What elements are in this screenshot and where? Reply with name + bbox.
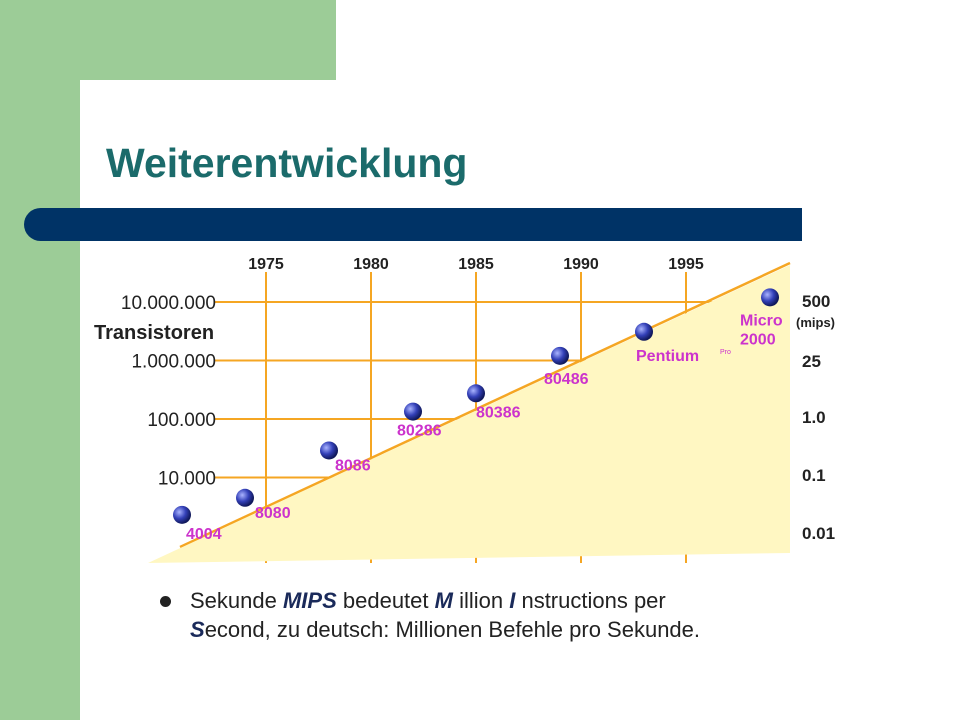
right-tick-label: 500 — [802, 292, 830, 311]
data-point — [467, 384, 485, 403]
y-tick-label: 100.000 — [147, 410, 216, 431]
right-tick-label: 0.1 — [802, 466, 826, 485]
point-label: 2000 — [740, 331, 776, 348]
point-label: 80486 — [544, 371, 589, 388]
rounded-corner — [80, 80, 140, 140]
data-point — [635, 322, 653, 341]
right-axis-ticks: 500 25 1.0 0.1 0.01 (mips) — [796, 292, 835, 543]
data-point — [320, 441, 338, 460]
transistor-chart: 1975 1980 1985 1990 1995 10.000.000 1.000.000… — [94, 256, 835, 563]
y-tick-label: 1.000.000 — [131, 352, 216, 373]
green-top-panel — [0, 0, 336, 80]
point-label: 80386 — [476, 404, 521, 421]
chart-fill-area — [148, 265, 790, 563]
x-tick-label: 1995 — [668, 256, 704, 273]
slide-title: Weiterentwicklung — [106, 140, 468, 186]
point-label: Micro — [740, 312, 783, 329]
point-label: 8080 — [255, 505, 291, 522]
point-label: 8086 — [335, 457, 371, 474]
y-tick-label: 10.000.000 — [121, 293, 216, 314]
x-tick-label: 1975 — [248, 256, 284, 273]
x-axis-ticks: 1975 1980 1985 1990 1995 — [248, 256, 704, 273]
y-tick-label: 10.000 — [158, 469, 216, 490]
chart-fill — [148, 265, 790, 563]
x-tick-label: 1985 — [458, 256, 494, 273]
data-point — [761, 288, 779, 307]
y-axis-ticks: 10.000.000 1.000.000 100.000 10.000 Transist… — [94, 293, 216, 490]
green-side-panel — [0, 0, 80, 720]
right-axis-label: (mips) — [796, 315, 835, 330]
right-tick-label: 25 — [802, 352, 821, 371]
data-point — [551, 346, 569, 365]
right-tick-label: 0.01 — [802, 524, 835, 543]
point-label: Pentium — [636, 348, 699, 365]
trend-line — [179, 261, 791, 549]
point-label-suffix: Pro — [720, 349, 731, 356]
title-underline-bar — [24, 208, 802, 241]
x-tick-label: 1990 — [563, 256, 599, 273]
data-point — [173, 505, 191, 524]
chart-points: 4004 8080 8086 80286 80386 80486 Pentium Pro Mic… — [173, 288, 783, 543]
x-tick-label: 1980 — [353, 256, 389, 273]
point-label: 80286 — [397, 423, 442, 440]
y-axis-label: Transistoren — [94, 322, 214, 344]
data-point — [404, 402, 422, 421]
bullet-dot — [160, 596, 171, 607]
data-point — [236, 488, 254, 507]
bullet-text: Sekunde MIPS bedeutet M illion I nstruct… — [190, 588, 701, 642]
point-label: 4004 — [186, 526, 222, 543]
right-tick-label: 1.0 — [802, 408, 826, 427]
